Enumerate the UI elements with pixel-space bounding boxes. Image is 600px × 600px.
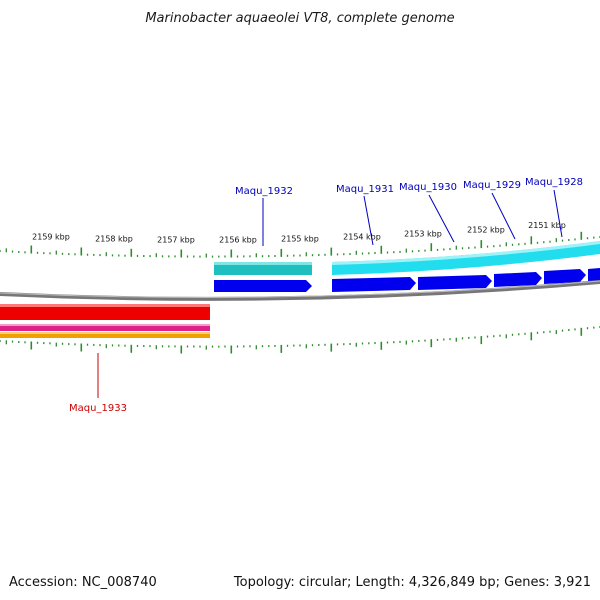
tick-label: 2158 kbp <box>95 234 133 243</box>
tick-label: 2153 kbp <box>404 230 442 239</box>
forward-cds-arrows <box>214 268 600 292</box>
upper-tick-ruler <box>0 231 600 258</box>
reverse-track-pink-highlight <box>0 324 210 326</box>
reverse-track-orange <box>0 332 210 338</box>
tick-label: 2154 kbp <box>343 233 381 242</box>
tick-label: 2157 kbp <box>157 235 195 244</box>
tick-label: 2159 kbp <box>32 232 70 241</box>
tick-label: 2152 kbp <box>467 226 505 235</box>
forward-track <box>214 241 600 275</box>
reverse-cds-arrow <box>0 304 210 320</box>
gene-label-maqu-1932: Maqu_1932 <box>235 186 293 197</box>
reverse-cds-highlight <box>0 304 210 307</box>
tick-labels: 2159 kbp 2158 kbp 2157 kbp 2156 kbp 2155 kbp… <box>32 221 566 245</box>
cds-arrow-maqu-1929 <box>494 272 542 287</box>
map-title: Marinobacter aquaeolei VT8, complete gen… <box>145 11 454 26</box>
forward-track-highlight-1928-1931 <box>332 241 600 265</box>
accession-text: Accession: NC_008740 <box>9 575 157 590</box>
gene-label-maqu-1933: Maqu_1933 <box>69 403 127 414</box>
cds-arrow-maqu-1931 <box>332 277 416 292</box>
cds-arrow-maqu-1930 <box>418 275 492 290</box>
gene-label-maqu-1930: Maqu_1930 <box>399 182 457 193</box>
cds-arrow-next <box>588 268 600 282</box>
tick-label: 2151 kbp <box>528 221 566 230</box>
callout-line-maqu-1930 <box>428 194 455 243</box>
cds-arrow-maqu-1928 <box>544 269 586 284</box>
reverse-track-pink <box>0 324 210 331</box>
callout-line-maqu-1931 <box>363 195 374 246</box>
gene-label-maqu-1928: Maqu_1928 <box>525 177 583 188</box>
topology-text: Topology: circular; Length: 4,326,849 bp… <box>233 575 591 590</box>
forward-track-highlight-1932 <box>214 262 312 265</box>
callout-line-maqu-1929 <box>491 192 516 240</box>
reverse-track-orange-highlight <box>0 332 210 334</box>
reverse-cds-maqu-1933 <box>0 304 210 338</box>
tick-label: 2155 kbp <box>281 235 319 244</box>
lower-tick-ruler <box>0 326 600 354</box>
cds-arrow-maqu-1932 <box>214 280 312 292</box>
gene-label-maqu-1929: Maqu_1929 <box>463 180 521 191</box>
forward-track-segment-1932 <box>214 262 312 275</box>
tick-label: 2156 kbp <box>219 236 257 245</box>
gene-label-maqu-1931: Maqu_1931 <box>336 184 394 195</box>
gene-callouts <box>97 189 563 398</box>
callout-line-maqu-1928 <box>553 189 563 238</box>
genome-backbone <box>0 280 600 301</box>
genome-backbone-shine <box>0 280 600 298</box>
